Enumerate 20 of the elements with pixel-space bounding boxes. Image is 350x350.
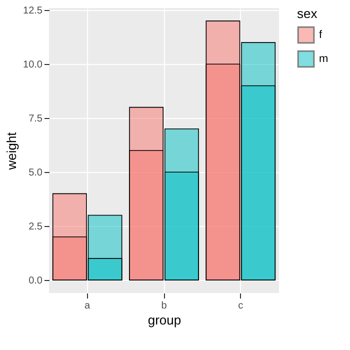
y-tick-label: 10.0 — [23, 60, 43, 71]
y-tick-label: 12.5 — [23, 6, 43, 17]
legend-label: f — [319, 29, 323, 41]
bar — [52, 236, 87, 280]
bar — [206, 64, 240, 280]
bar — [241, 85, 276, 280]
x-tick-label: b — [161, 300, 168, 312]
y-tick-label: 2.5 — [28, 222, 43, 233]
bar — [129, 150, 164, 280]
legend-label: m — [319, 53, 328, 65]
y-axis-title: weight — [4, 132, 20, 171]
x-tick-label: c — [238, 300, 244, 312]
y-tick-label: 5.0 — [28, 168, 43, 179]
legend-title: sex — [297, 6, 318, 21]
y-tick-label: 0.0 — [28, 276, 43, 287]
bar — [88, 258, 122, 280]
x-axis-title: group — [148, 312, 182, 328]
x-tick-label: a — [84, 300, 91, 312]
bar — [164, 172, 199, 280]
y-tick-label: 7.5 — [28, 114, 43, 125]
